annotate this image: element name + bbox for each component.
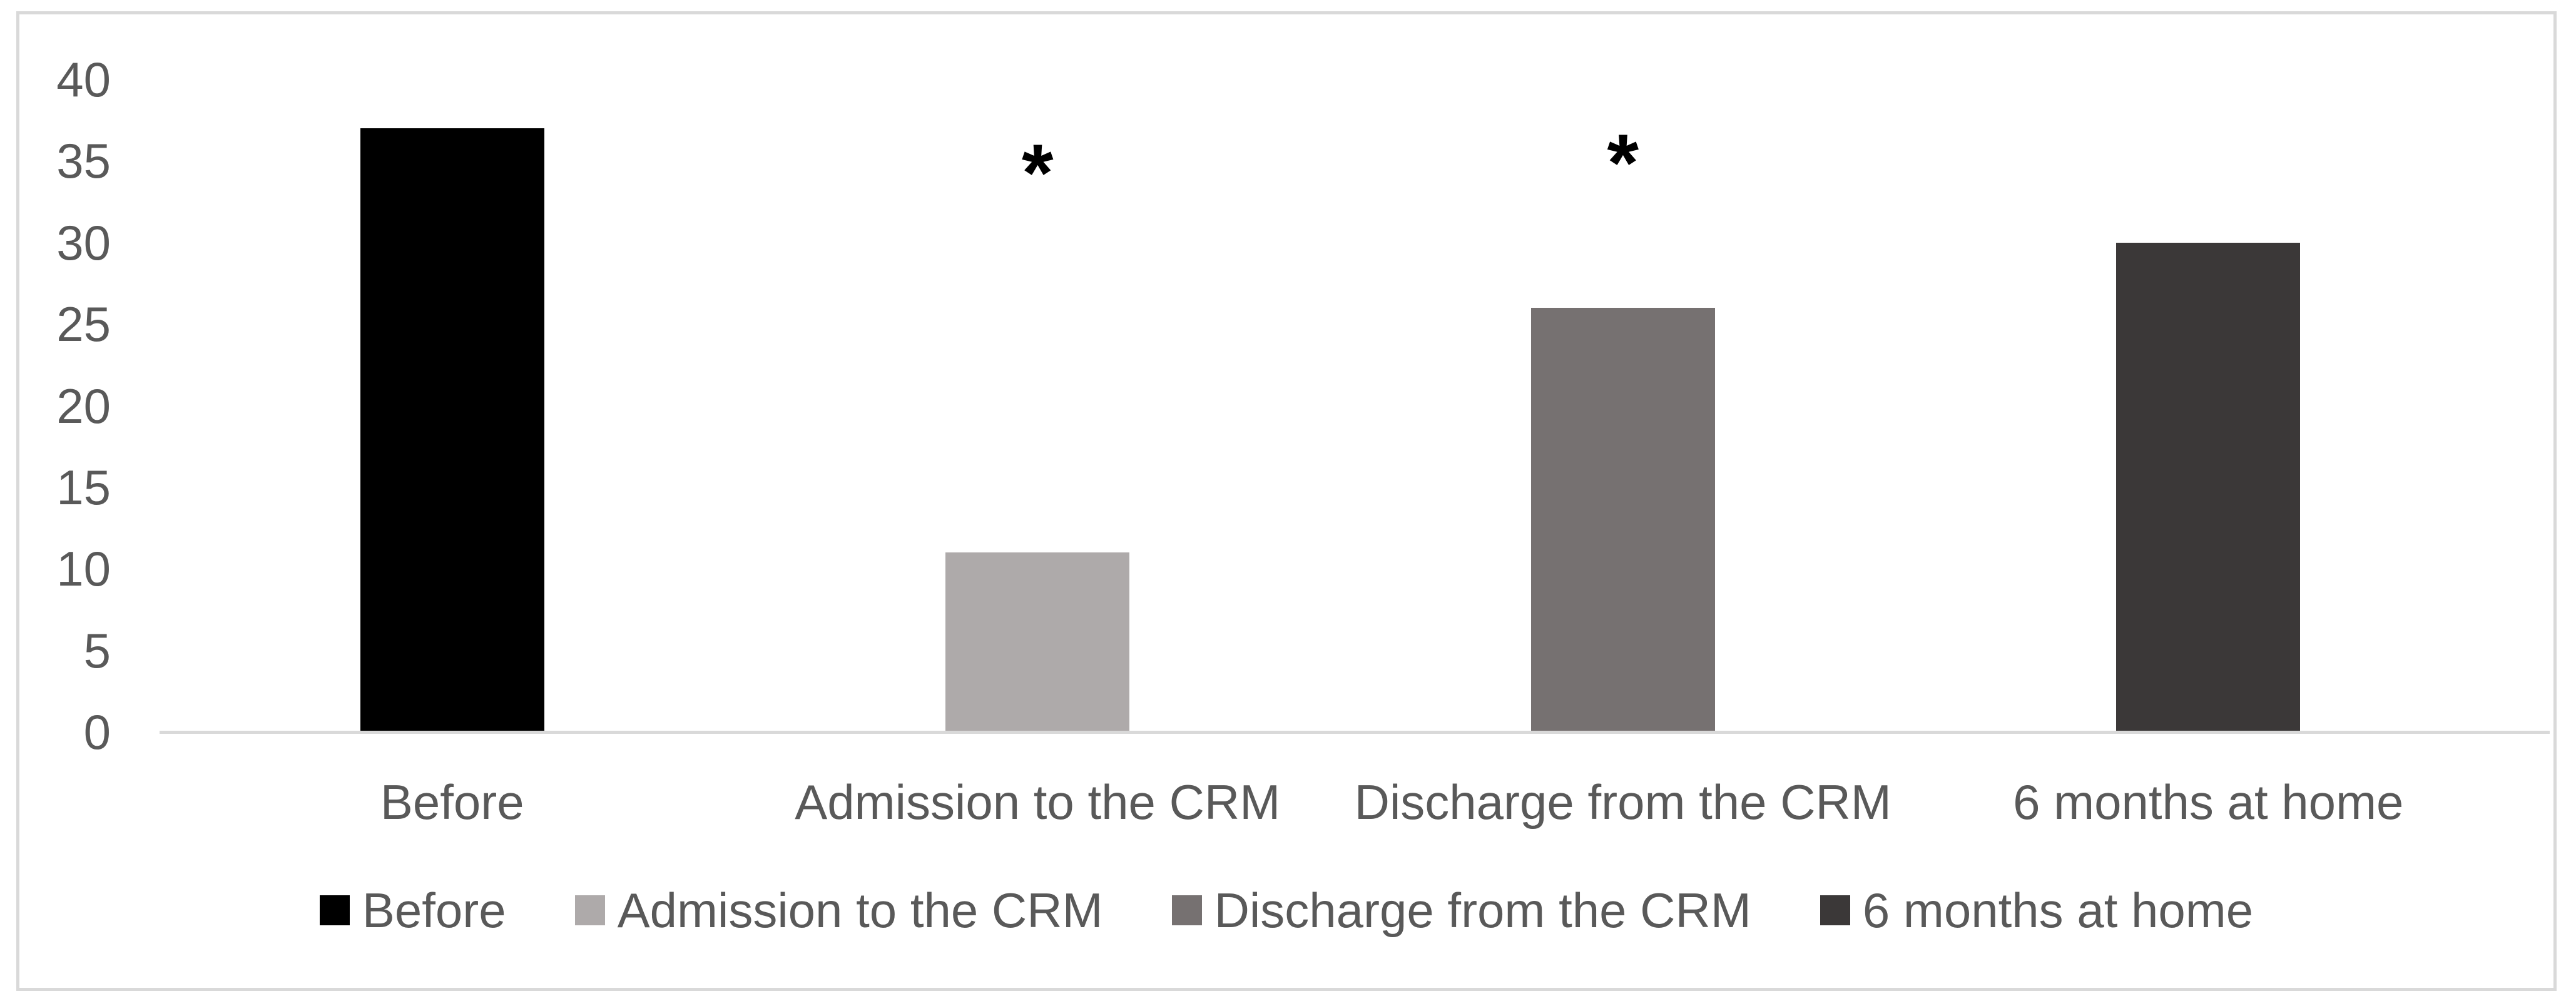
legend-label-admission-to-the-crm: Admission to the CRM [617,883,1103,938]
bar-discharge-from-the-crm [1530,308,1715,732]
legend-label-before: Before [362,883,506,938]
bar-before [360,128,544,732]
legend-item-before: Before [319,880,506,940]
x-category-label-admission-to-the-crm: Admission to the CRM [795,775,1281,830]
y-tick-label-5: 5 [83,622,111,678]
x-axis-line [160,731,2550,734]
legend-swatch-6-months-at-home [1820,895,1850,925]
legend-item-admission-to-the-crm: Admission to the CRM [574,880,1103,940]
y-tick-label-40: 40 [56,52,111,107]
y-tick-label-10: 10 [56,541,111,597]
plot-area: 0 5 10 15 20 25 30 35 40 * * Before Admission to t… [19,14,2553,988]
y-tick-label-35: 35 [56,133,111,189]
legend: Before Admission to the CRM Discharge from… [19,880,2553,940]
y-tick-label-0: 0 [83,704,111,760]
y-tick-label-20: 20 [56,378,111,434]
y-tick-label-30: 30 [56,215,111,270]
x-category-label-6-months-at-home: 6 months at home [2013,775,2404,830]
bar-admission-to-the-crm [945,552,1130,732]
bar-6-months-at-home [2116,242,2301,732]
chart-frame: 0 5 10 15 20 25 30 35 40 * * Before Admission to t… [16,11,2557,991]
significance-asterisk-discharge-from-the-crm: * [1607,116,1639,208]
legend-item-6-months-at-home: 6 months at home [1820,880,2253,940]
y-tick-label-25: 25 [56,297,111,352]
significance-asterisk-admission-to-the-crm: * [1021,126,1054,218]
legend-label-discharge-from-the-crm: Discharge from the CRM [1214,883,1751,938]
legend-swatch-before [319,895,350,925]
y-tick-label-15: 15 [56,459,111,515]
legend-swatch-discharge-from-the-crm [1171,895,1202,925]
x-category-label-discharge-from-the-crm: Discharge from the CRM [1354,775,1891,830]
x-category-label-before: Before [380,775,524,830]
legend-label-6-months-at-home: 6 months at home [1862,883,2254,938]
legend-item-discharge-from-the-crm: Discharge from the CRM [1171,880,1751,940]
legend-swatch-admission-to-the-crm [574,895,605,925]
